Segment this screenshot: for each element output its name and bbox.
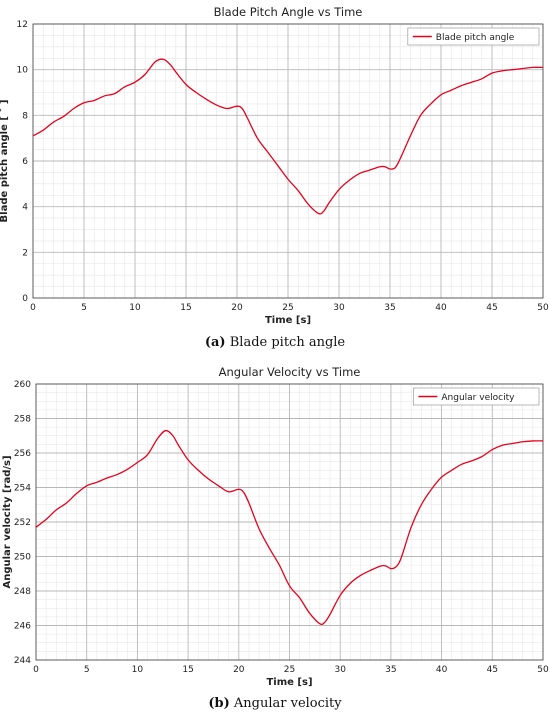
chart-title: Blade Pitch Angle vs Time [214,5,363,19]
legend-label: Blade pitch angle [436,33,515,43]
x-tick-label: 45 [486,303,497,313]
y-axis-label: Blade pitch angle [ ˚ ] [0,100,10,223]
y-tick-label: 246 [14,622,31,632]
figure-b: 0 5 10 15 20 25 30 35 40 45 50 244 246 248 250 252 254 25… [0,360,550,715]
y-tick-label: 6 [22,157,28,167]
chart-angular-velocity: 0 5 10 15 20 25 30 35 40 45 50 244 246 248 250 252 254 25… [2,365,549,688]
series-line [35,429,544,625]
legend: Angular velocity [413,387,540,406]
x-tick-label: 10 [132,665,144,675]
y-tick-label: 256 [14,449,31,459]
x-tick-label: 40 [435,303,447,313]
x-tick-label: 30 [334,665,346,675]
caption-a: (a) Blade pitch angle [0,335,550,350]
y-tick-label: 250 [14,553,31,563]
caption-b-text: Angular velocity [233,696,342,711]
y-tick-label: 254 [14,484,31,494]
x-tick-label: 15 [182,665,193,675]
y-tick-label: 4 [22,203,28,213]
x-tick-label: 0 [30,303,36,313]
x-tick-label: 40 [436,665,448,675]
y-tick-label: 260 [14,380,31,390]
x-tick-label: 35 [384,303,395,313]
x-tick-label: 20 [231,303,243,313]
legend-box [407,27,540,46]
x-tick-label: 25 [282,303,293,313]
x-tick-label: 10 [129,303,141,313]
axes-frame [32,23,544,299]
y-axis-label: Angular velocity [rad/s] [2,455,13,588]
caption-b-tag: (b) [208,696,230,711]
x-axis-label: Time [s] [265,315,311,326]
y-tick-label: 258 [14,415,31,425]
y-tick-label: 248 [14,587,31,597]
y-tick-label: 12 [17,20,28,30]
x-axis-label: Time [s] [266,677,312,688]
y-tick-label: 2 [22,248,28,258]
y-tick-label: 0 [22,294,28,304]
legend: Blade pitch angle [407,27,540,46]
x-tick-label: 30 [333,303,345,313]
series-line [32,58,544,215]
x-tick-label: 0 [33,665,39,675]
x-tick-label: 20 [233,665,245,675]
axes-frame [35,383,544,661]
x-tick-label: 5 [84,665,90,675]
x-tick-label: 50 [537,665,549,675]
y-tick-label: 8 [22,111,28,121]
x-tick-label: 45 [487,665,498,675]
caption-a-tag: (a) [204,335,226,350]
y-tick-label: 252 [14,518,31,528]
x-tick-label: 50 [537,303,549,313]
x-tick-label: 25 [284,665,295,675]
chart-title: Angular Velocity vs Time [219,365,361,379]
x-tick-label: 5 [81,303,87,313]
chart-blade-pitch: 0 5 10 15 20 25 30 35 40 45 50 0 2 4 6 8 10 12 Blade Pitch… [0,5,549,326]
x-tick-label: 35 [385,665,396,675]
legend-label: Angular velocity [441,393,515,403]
caption-a-text: Blade pitch angle [229,335,346,350]
figure-a: 0 5 10 15 20 25 30 35 40 45 50 0 2 4 6 8 10 12 Blade Pitch… [0,5,550,350]
caption-b: (b) Angular velocity [0,696,550,711]
legend-box [413,387,540,406]
y-tick-label: 244 [14,656,31,666]
y-tick-label: 10 [17,66,29,76]
x-tick-label: 15 [180,303,191,313]
